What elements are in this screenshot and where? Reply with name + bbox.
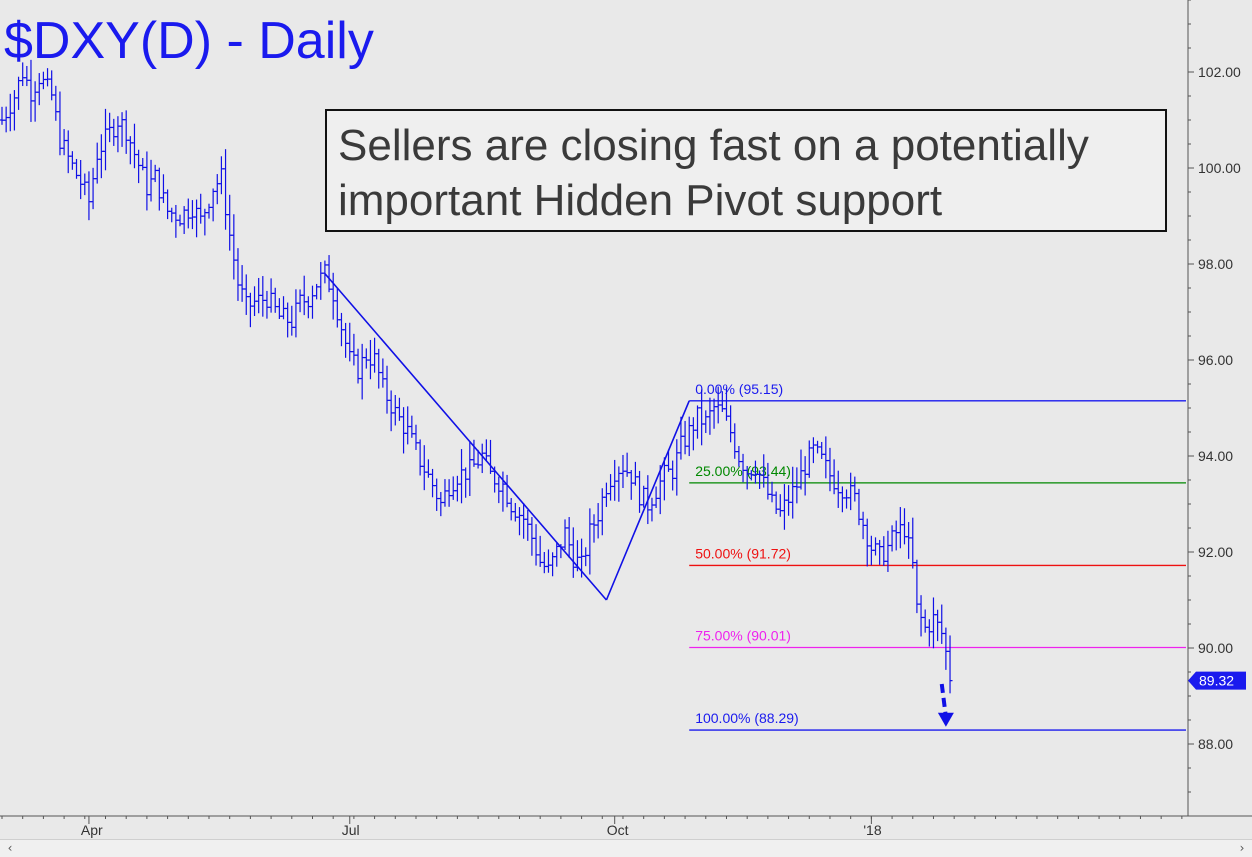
x-tick-label: Apr bbox=[81, 822, 103, 838]
target-arrow-shaft bbox=[939, 683, 948, 718]
y-tick-label: 98.00 bbox=[1198, 256, 1233, 272]
fib-level-label: 100.00% (88.29) bbox=[695, 710, 799, 726]
chart-svg: 88.00 90.00 92.00 94.00 96.00 98.00 100.00 102.… bbox=[0, 0, 1252, 838]
last-price-badge bbox=[1188, 671, 1246, 690]
chart-title: $DXY(D) - Daily bbox=[4, 12, 374, 70]
pivot-line bbox=[324, 273, 608, 601]
x-tick-label: '18 bbox=[863, 822, 881, 838]
x-tick-label: Jul bbox=[342, 822, 360, 838]
scroll-right-icon[interactable]: › bbox=[1239, 841, 1245, 855]
last-price-label: 89.32 bbox=[1199, 673, 1234, 689]
target-arrow-head bbox=[937, 712, 954, 727]
y-tick-label: 102.00 bbox=[1198, 64, 1241, 80]
y-tick-label: 88.00 bbox=[1198, 736, 1233, 752]
annotation-text: Sellers are closing fast on a potentiall… bbox=[338, 121, 1089, 170]
y-tick-label: 94.00 bbox=[1198, 448, 1233, 464]
y-tick-label: 92.00 bbox=[1198, 544, 1233, 560]
y-tick-label: 90.00 bbox=[1198, 640, 1233, 656]
x-tick-label: Oct bbox=[607, 822, 629, 838]
annotation-box bbox=[325, 109, 1167, 232]
scroll-left-icon[interactable]: ‹ bbox=[7, 841, 13, 855]
y-tick-label: 100.00 bbox=[1198, 160, 1241, 176]
annotation-text: important Hidden Pivot support bbox=[338, 176, 942, 225]
y-tick-label: 96.00 bbox=[1198, 352, 1233, 368]
fib-level-label: 0.00% (95.15) bbox=[695, 381, 783, 397]
fib-level-label: 75.00% (90.01) bbox=[695, 628, 791, 644]
fib-level-label: 50.00% (91.72) bbox=[695, 545, 791, 561]
horizontal-scrollbar[interactable]: ‹ › bbox=[0, 839, 1252, 857]
